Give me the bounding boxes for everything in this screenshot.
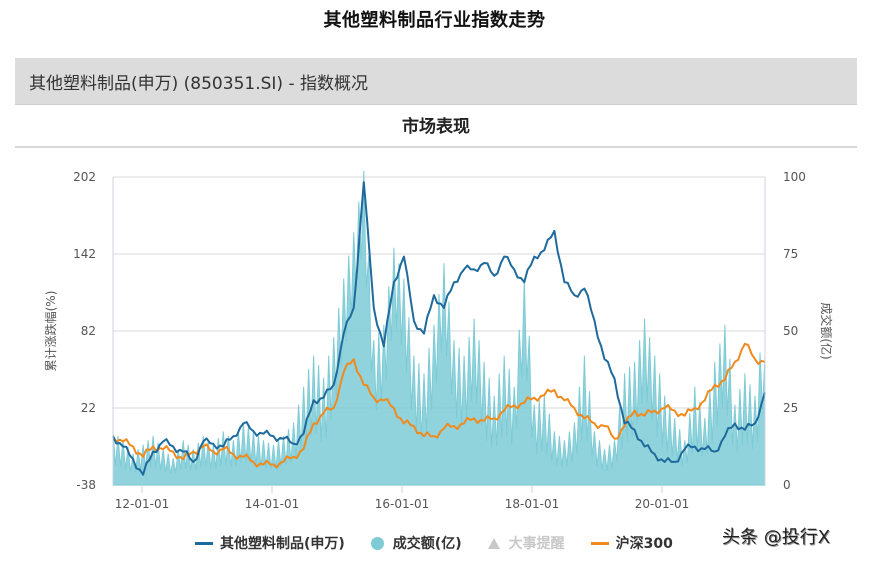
volume-area-series[interactable] [112, 170, 766, 486]
left-axis-tick: 142 [73, 247, 96, 261]
left-axis-tick: 22 [81, 401, 96, 415]
chart-axes: -38 22 82 142 202 0 25 50 75 100 12-01-01 14-01-01 1… [73, 170, 806, 511]
legend-label: 沪深300 [615, 536, 673, 552]
index-info-label: 其他塑料制品(申万) (850351.SI) - 指数概况 [29, 74, 368, 94]
legend-item-hs300[interactable]: 沪深300 [590, 533, 673, 553]
chart-legend: 其他塑料制品(申万) 成交额(亿) 大事提醒 沪深300 [195, 533, 699, 553]
legend-item-volume[interactable]: 成交额(亿) [370, 533, 462, 553]
right-axis-tick: 0 [783, 478, 791, 492]
left-axis-tick: 82 [81, 324, 96, 338]
circle-swatch-icon [370, 536, 384, 550]
x-axis-tick: 12-01-01 [115, 497, 169, 511]
left-axis-title: 累计涨跌幅(%) [43, 291, 58, 372]
right-axis-tick: 100 [783, 170, 806, 184]
legend-label: 成交额(亿) [392, 536, 462, 552]
triangle-swatch-icon [487, 537, 500, 549]
left-axis-tick: 202 [73, 170, 96, 184]
legend-label: 大事提醒 [508, 536, 565, 552]
page-title: 其他塑料制品行业指数走势 [323, 10, 546, 31]
x-axis-tick: 14-01-01 [245, 497, 299, 511]
watermark: 头条 @投行X [722, 527, 831, 548]
line-series[interactable] [112, 181, 766, 476]
section-divider [15, 146, 857, 148]
line-swatch-icon [590, 541, 609, 545]
legend-item-events[interactable]: 大事提醒 [487, 533, 565, 553]
legend-item-index[interactable]: 其他塑料制品(申万) [195, 533, 345, 553]
section-title: 市场表现 [402, 117, 470, 137]
index-line[interactable] [112, 181, 766, 476]
legend-label: 其他塑料制品(申万) [220, 536, 345, 552]
right-axis-title: 成交额(亿) [819, 302, 834, 359]
right-axis-tick: 75 [783, 247, 798, 261]
x-axis-tick: 16-01-01 [375, 497, 429, 511]
hs300-line[interactable] [112, 342, 766, 469]
line-swatch-icon [195, 541, 213, 545]
right-axis-tick: 50 [783, 324, 798, 338]
index-info-bar: 其他塑料制品(申万) (850351.SI) - 指数概况 [15, 58, 857, 105]
x-axis-tick: 18-01-01 [505, 497, 559, 511]
x-axis-tick: 20-01-01 [635, 497, 689, 511]
left-axis-tick: -38 [76, 478, 96, 492]
right-axis-tick: 25 [783, 401, 798, 415]
